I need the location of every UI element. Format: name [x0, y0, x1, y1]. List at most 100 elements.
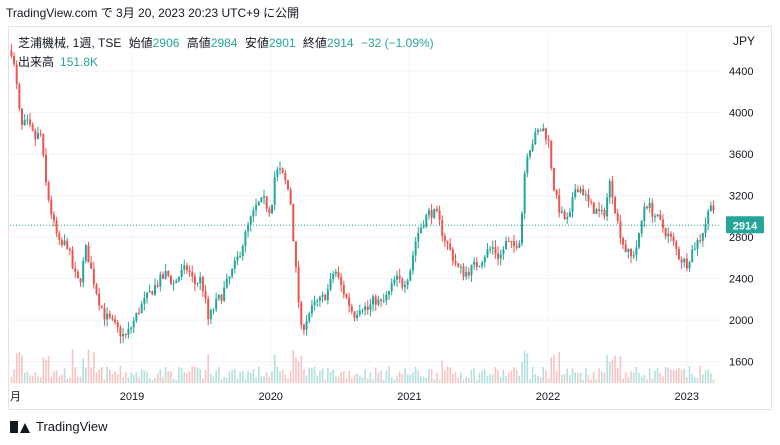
symbol-label[interactable]: 芝浦機械, 1週, TSE: [18, 36, 122, 50]
volume-bar: [558, 351, 561, 383]
volume-bar: [244, 379, 247, 383]
candle-body: [289, 189, 292, 205]
candle-body: [10, 50, 13, 57]
candle-body: [255, 205, 258, 211]
footer-brand[interactable]: TradingView: [36, 419, 108, 434]
volume-bar: [340, 372, 342, 383]
candle-body: [316, 300, 319, 302]
volume-bar: [582, 379, 584, 383]
candle-body: [257, 202, 260, 206]
volume-bar: [593, 371, 595, 383]
volume-bar: [481, 370, 483, 383]
candle-body: [398, 275, 401, 279]
volume-bar: [505, 375, 507, 383]
volume-bar: [366, 378, 369, 383]
candle-body: [271, 204, 274, 214]
volume-bar: [50, 376, 53, 383]
volume-bar: [372, 379, 374, 383]
volume-bar: [468, 378, 470, 383]
candle-body: [302, 324, 305, 330]
candle-body: [87, 245, 90, 263]
volume-bar: [236, 378, 239, 383]
candle-body: [571, 197, 574, 213]
candle-body: [427, 210, 430, 216]
candle-body: [606, 197, 609, 217]
volume-bar: [574, 372, 576, 383]
volume-bar: [218, 367, 220, 383]
candle-body: [361, 310, 364, 312]
volume-bar: [515, 370, 518, 383]
low-value: 2901: [268, 36, 296, 50]
volume-bar: [563, 374, 566, 383]
volume-bar: [332, 369, 334, 383]
volume-bar: [704, 370, 707, 383]
candle-body: [98, 293, 101, 306]
last-price-badge: [726, 216, 764, 234]
candle-body: [645, 206, 648, 209]
candle-body: [18, 84, 21, 109]
candle-body: [265, 196, 268, 209]
y-tick-label: 2800: [729, 232, 753, 244]
volume-bar: [489, 374, 491, 383]
candle-body: [247, 224, 250, 232]
candle-body: [23, 120, 26, 126]
volume-bar: [148, 378, 151, 383]
volume-bar: [215, 370, 217, 383]
candle-body: [382, 300, 385, 302]
volume-bar: [494, 366, 497, 383]
candle-body: [406, 280, 409, 286]
candle-body: [260, 197, 263, 203]
candle-body: [268, 208, 271, 214]
volume-bar: [707, 369, 709, 383]
candle-body: [103, 307, 106, 320]
candle-body: [342, 285, 345, 295]
candle-body: [584, 194, 587, 196]
candle-body: [350, 306, 353, 312]
volume-bar: [662, 376, 664, 383]
candle-body: [337, 271, 340, 278]
candle-body: [308, 313, 311, 322]
candle-body: [667, 233, 670, 237]
candle-body: [239, 256, 242, 258]
volume-bar: [616, 368, 619, 383]
volume-bar: [284, 374, 287, 383]
candle-body: [478, 266, 481, 268]
candle-body: [707, 211, 710, 224]
volume-bar: [343, 371, 345, 383]
candle-body: [502, 249, 505, 255]
volume-bar: [531, 366, 534, 383]
candle-body: [515, 245, 518, 248]
volume-bar: [335, 376, 337, 383]
volume-bar: [401, 373, 404, 383]
candle-body: [143, 297, 146, 304]
candle-body: [377, 299, 380, 305]
candle-body: [52, 214, 55, 221]
candle-body: [622, 238, 625, 245]
volume-bar: [85, 367, 87, 383]
volume-bar: [98, 370, 100, 383]
volume-bar: [188, 371, 191, 383]
candle-body: [225, 278, 228, 288]
candle-body: [672, 236, 675, 242]
candle-body: [513, 241, 516, 246]
candle-body: [180, 269, 183, 277]
candle-body: [127, 328, 130, 335]
candle-body: [294, 241, 297, 268]
volume-bar: [702, 374, 704, 383]
candle-body: [116, 322, 119, 328]
candle-body: [712, 205, 715, 211]
candle-body: [334, 271, 337, 274]
volume-bar: [162, 376, 164, 383]
volume-bar: [252, 368, 255, 383]
volume-bar: [130, 372, 132, 383]
volume-bar: [79, 376, 82, 383]
volume-bar: [255, 377, 257, 383]
volume-bar: [228, 371, 231, 383]
candle-body: [63, 240, 66, 246]
volume-bar: [300, 356, 303, 383]
volume-bar: [31, 375, 34, 383]
currency-label[interactable]: JPY: [733, 34, 756, 48]
candle-body: [579, 188, 582, 193]
volume-bar: [696, 377, 699, 383]
